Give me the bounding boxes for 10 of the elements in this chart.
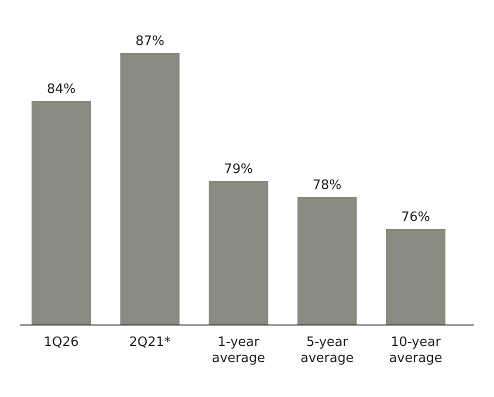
data-label: 78%	[312, 178, 342, 193]
data-label: 87%	[135, 34, 164, 49]
data-label: 79%	[224, 162, 253, 177]
x-tick-label: 1-year average	[212, 335, 266, 366]
x-tick-label: 1Q26	[44, 335, 79, 350]
data-label: 76%	[401, 210, 430, 225]
x-tick-label: 2Q21*	[129, 335, 172, 350]
x-tick-label: 10-year average	[389, 335, 442, 366]
data-label: 84%	[46, 82, 76, 97]
x-tick-label: 5-year average	[300, 335, 354, 366]
